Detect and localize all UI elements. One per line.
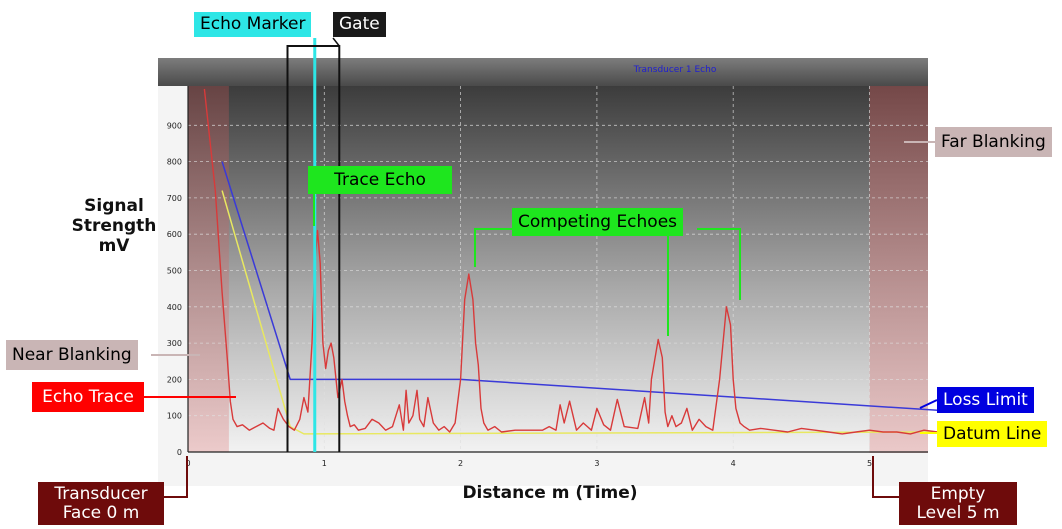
trace-echo-label: Trace Echo	[308, 166, 452, 194]
competing-echo-pointer	[697, 228, 741, 300]
y-tick-label: 300	[167, 339, 182, 348]
y-tick-label: 400	[167, 303, 182, 312]
far-blanking-region	[869, 86, 928, 453]
loss-limit-label: Loss Limit	[937, 387, 1034, 413]
y-tick-label: 100	[167, 412, 182, 421]
y-tick-label: 800	[167, 158, 182, 167]
transducer-face-label: Transducer Face 0 m	[38, 482, 164, 525]
y-tick-label: 500	[167, 267, 182, 276]
y-tick-label: 200	[167, 375, 182, 384]
echo-marker-label: Echo Marker	[194, 12, 312, 37]
near-blanking-label: Near Blanking	[6, 340, 138, 370]
echo-trace-label: Echo Trace	[32, 382, 144, 412]
y-tick-label: 900	[167, 121, 182, 130]
competing-echo-pointer	[474, 228, 512, 267]
gate-box	[286, 45, 341, 452]
y-tick-label: 600	[167, 230, 182, 239]
far-blanking-label: Far Blanking	[935, 127, 1052, 157]
x-tick-label: 4	[731, 459, 736, 468]
near-blanking-region	[188, 86, 229, 452]
gate-label: Gate	[333, 12, 386, 37]
echo-trace-line	[203, 88, 938, 435]
x-axis-label: Distance m (Time)	[462, 483, 638, 503]
gate-connector	[332, 37, 340, 47]
loss-limit-pointer	[919, 399, 938, 409]
loss-limit-line	[221, 161, 938, 412]
x-tick-label: 5	[867, 459, 872, 468]
chart-title: Transducer 1 Echo	[633, 65, 717, 75]
datum-line	[221, 190, 938, 435]
datum-line-label: Datum Line	[937, 421, 1048, 447]
plot-background	[188, 86, 928, 452]
empty-level-pointer	[872, 456, 899, 498]
title-bar	[158, 58, 928, 86]
empty-level-label: Empty Level 5 m	[899, 482, 1017, 525]
y-tick-label: 0	[177, 448, 182, 457]
competing-echoes-label: Competing Echoes	[512, 208, 684, 236]
y-axis-label: Signal Strength mV	[71, 196, 157, 256]
x-tick-label: 1	[322, 459, 327, 468]
y-tick-label: 700	[167, 194, 182, 203]
x-tick-label: 2	[458, 459, 463, 468]
x-tick-label: 3	[594, 459, 599, 468]
